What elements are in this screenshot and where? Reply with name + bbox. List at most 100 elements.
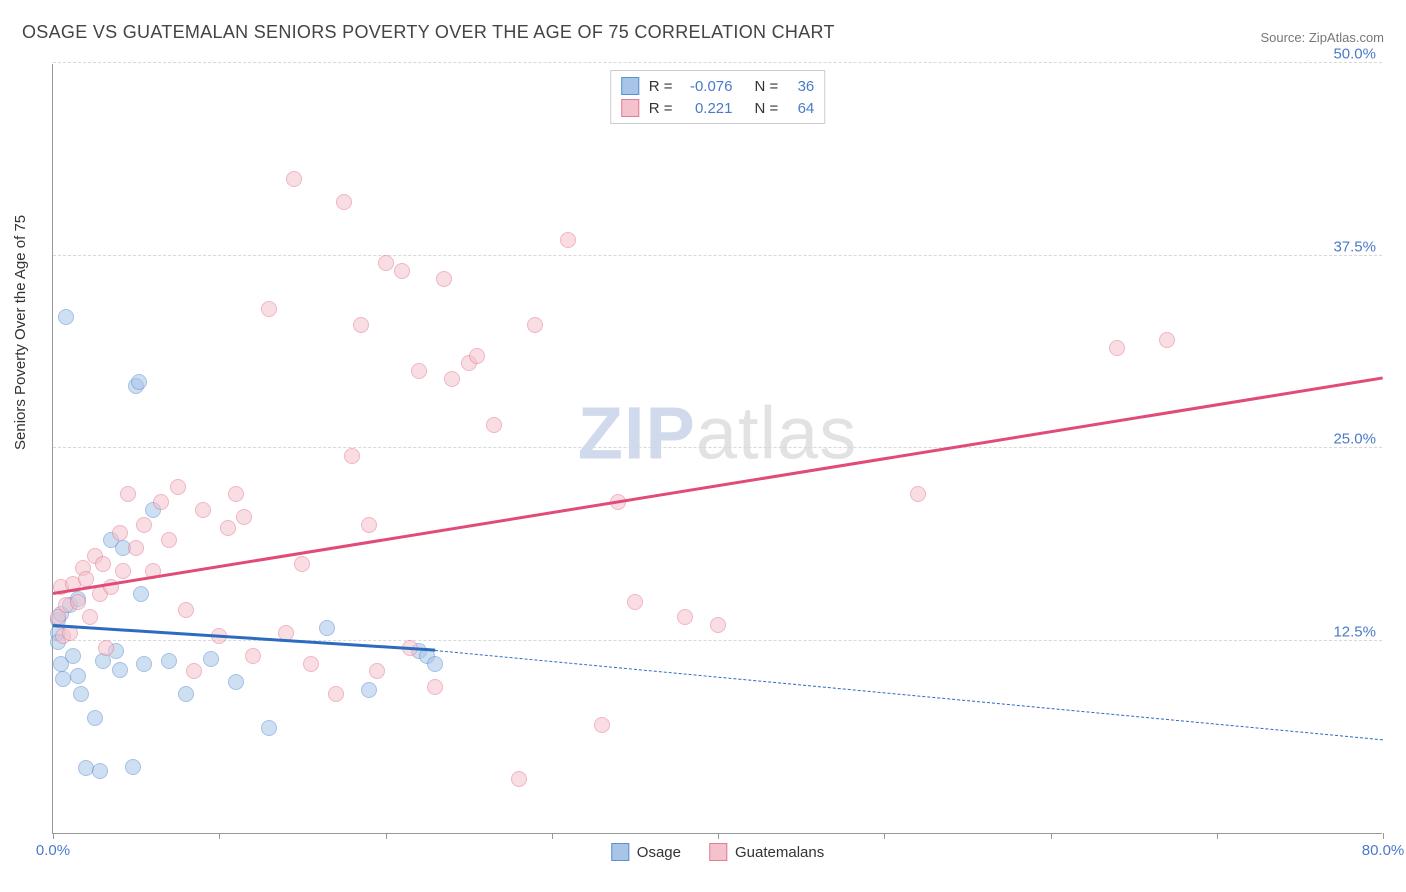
data-point: [228, 674, 244, 690]
y-tick-label: 12.5%: [1333, 623, 1376, 640]
x-tick-label: 80.0%: [1362, 842, 1405, 859]
r-value: 0.221: [683, 100, 733, 117]
source-attribution: Source: ZipAtlas.com: [1260, 30, 1384, 45]
data-point: [527, 317, 543, 333]
data-point: [328, 686, 344, 702]
data-point: [136, 517, 152, 533]
data-point: [245, 648, 261, 664]
stats-legend-row: R =-0.076N =36: [621, 75, 815, 97]
data-point: [511, 771, 527, 787]
data-point: [87, 710, 103, 726]
stats-legend: R =-0.076N =36R =0.221N =64: [610, 70, 826, 124]
data-point: [82, 609, 98, 625]
y-axis-label: Seniors Poverty Over the Age of 75: [12, 215, 29, 450]
data-point: [133, 586, 149, 602]
data-point: [136, 656, 152, 672]
data-point: [427, 656, 443, 672]
data-point: [70, 594, 86, 610]
x-tick: [1383, 833, 1384, 839]
data-point: [153, 494, 169, 510]
data-point: [178, 686, 194, 702]
data-point: [228, 486, 244, 502]
data-point: [319, 620, 335, 636]
data-point: [65, 648, 81, 664]
data-point: [131, 374, 147, 390]
data-point: [115, 563, 131, 579]
x-tick: [884, 833, 885, 839]
data-point: [178, 602, 194, 618]
data-point: [353, 317, 369, 333]
gridline: [53, 640, 1382, 641]
legend-label: Osage: [637, 844, 681, 861]
data-point: [161, 532, 177, 548]
data-point: [170, 479, 186, 495]
data-point: [120, 486, 136, 502]
data-point: [92, 763, 108, 779]
gridline: [53, 447, 1382, 448]
data-point: [677, 609, 693, 625]
data-point: [378, 255, 394, 271]
r-label: R =: [649, 78, 673, 95]
data-point: [195, 502, 211, 518]
data-point: [469, 348, 485, 364]
data-point: [336, 194, 352, 210]
data-point: [73, 686, 89, 702]
gridline: [53, 255, 1382, 256]
data-point: [203, 651, 219, 667]
data-point: [486, 417, 502, 433]
data-point: [55, 671, 71, 687]
legend-item: Osage: [611, 843, 681, 861]
data-point: [436, 271, 452, 287]
data-point: [710, 617, 726, 633]
data-point: [95, 556, 111, 572]
r-value: -0.076: [683, 78, 733, 95]
trend-line-extension: [435, 650, 1383, 740]
data-point: [294, 556, 310, 572]
stats-legend-row: R =0.221N =64: [621, 97, 815, 119]
data-point: [1109, 340, 1125, 356]
data-point: [369, 663, 385, 679]
series-legend: Osage Guatemalans: [611, 843, 824, 861]
data-point: [344, 448, 360, 464]
x-tick: [552, 833, 553, 839]
legend-item: Guatemalans: [709, 843, 824, 861]
y-tick-label: 37.5%: [1333, 238, 1376, 255]
legend-swatch: [621, 77, 639, 95]
x-tick: [1051, 833, 1052, 839]
scatter-chart: ZIPatlas R =-0.076N =36R =0.221N =64 Osa…: [52, 64, 1382, 834]
data-point: [303, 656, 319, 672]
data-point: [236, 509, 252, 525]
data-point: [1159, 332, 1175, 348]
legend-swatch: [709, 843, 727, 861]
data-point: [427, 679, 443, 695]
data-point: [161, 653, 177, 669]
x-tick-label: 0.0%: [36, 842, 70, 859]
data-point: [594, 717, 610, 733]
watermark-atlas: atlas: [696, 392, 857, 475]
data-point: [444, 371, 460, 387]
data-point: [261, 301, 277, 317]
data-point: [220, 520, 236, 536]
watermark: ZIPatlas: [578, 391, 857, 476]
data-point: [128, 540, 144, 556]
x-tick: [718, 833, 719, 839]
data-point: [627, 594, 643, 610]
gridline: [53, 62, 1382, 63]
n-value: 64: [788, 100, 814, 117]
legend-swatch: [611, 843, 629, 861]
data-point: [411, 363, 427, 379]
legend-label: Guatemalans: [735, 844, 824, 861]
data-point: [910, 486, 926, 502]
x-tick: [1217, 833, 1218, 839]
n-label: N =: [755, 100, 779, 117]
data-point: [560, 232, 576, 248]
data-point: [98, 640, 114, 656]
data-point: [125, 759, 141, 775]
data-point: [361, 682, 377, 698]
data-point: [112, 662, 128, 678]
watermark-zip: ZIP: [578, 392, 696, 475]
chart-title: OSAGE VS GUATEMALAN SENIORS POVERTY OVER…: [22, 22, 835, 43]
data-point: [58, 309, 74, 325]
y-tick-label: 25.0%: [1333, 431, 1376, 448]
x-tick: [219, 833, 220, 839]
